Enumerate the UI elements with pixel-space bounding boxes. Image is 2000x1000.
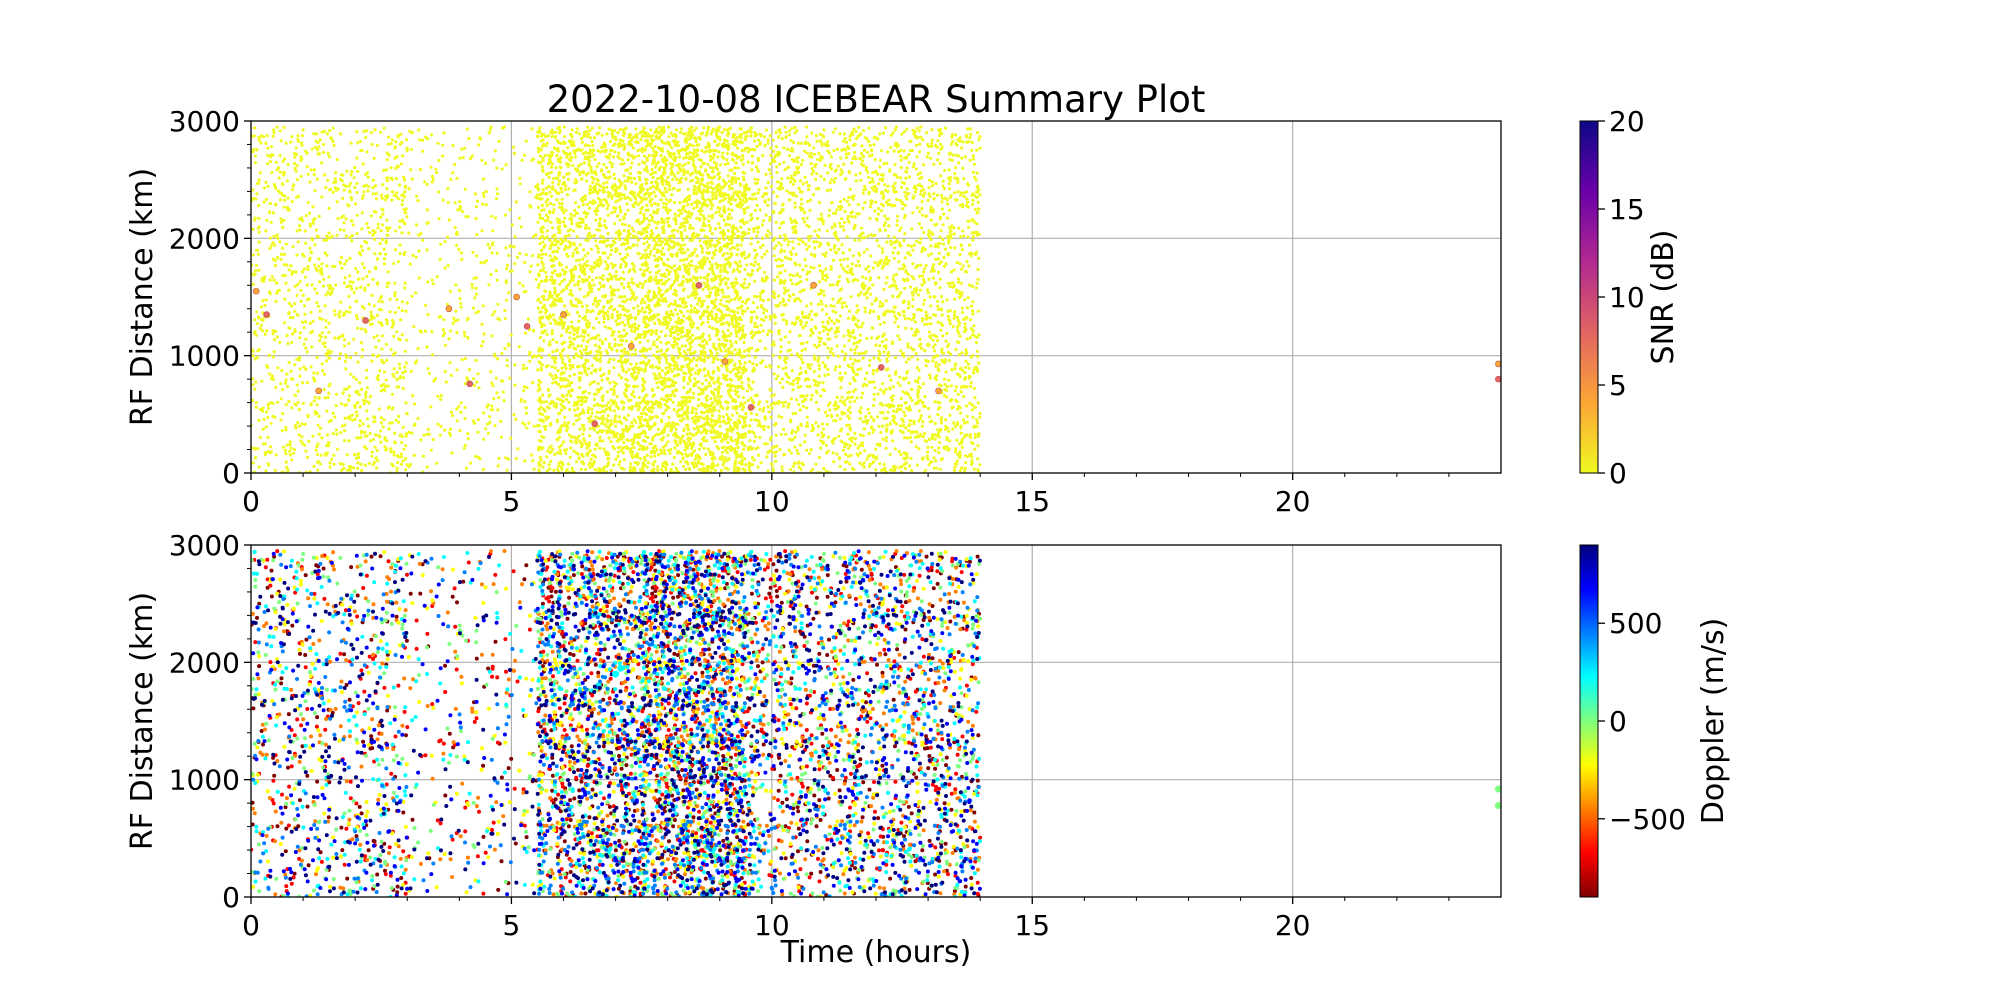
snr-panel-ylabel: RF Distance (km) — [125, 168, 160, 426]
snr-point — [722, 359, 728, 365]
x-tick-label: 5 — [503, 909, 521, 942]
x-tick-label: 15 — [1014, 909, 1050, 942]
colorbar-tick-label: 15 — [1609, 193, 1645, 226]
y-tick-label: 3000 — [169, 529, 240, 562]
snr-point — [878, 364, 884, 370]
snr-point — [363, 317, 369, 323]
snr-point — [748, 404, 754, 410]
doppler-colorbar: −500 0 500 Doppler (m/s) — [1580, 545, 1731, 897]
x-tick-label: 20 — [1275, 485, 1311, 518]
snr-panel: 0 5 10 15 20 0 1000 2000 3000 RF Distance (km) — [125, 105, 1501, 518]
colorbar-tick-label: 5 — [1609, 369, 1627, 402]
snr-point — [696, 282, 702, 288]
doppler-colorbar-ticks: −500 0 500 — [1598, 607, 1686, 836]
snr-colorbar-gradient — [1580, 121, 1598, 473]
snr-point — [936, 388, 942, 394]
snr-point — [253, 288, 259, 294]
snr-point — [264, 312, 270, 318]
snr-point — [446, 306, 452, 312]
doppler-point — [617, 665, 624, 672]
snr-scatter-cloud — [249, 125, 981, 474]
x-tick-label: 5 — [503, 485, 521, 518]
y-tick-label: 3000 — [169, 105, 240, 138]
x-tick-label: 20 — [1275, 909, 1311, 942]
x-tick-label: 0 — [242, 485, 260, 518]
y-tick-label: 0 — [222, 881, 240, 914]
colorbar-tick-label: −500 — [1609, 803, 1686, 836]
colorbar-tick-label: 0 — [1609, 457, 1627, 490]
doppler-colorbar-label: Doppler (m/s) — [1696, 618, 1731, 825]
y-tick-label: 1000 — [169, 340, 240, 373]
y-tick-label: 0 — [222, 457, 240, 490]
colorbar-tick-label: 10 — [1609, 281, 1645, 314]
y-tick-label: 2000 — [169, 646, 240, 679]
snr-point — [592, 421, 598, 427]
y-tick-label: 2000 — [169, 222, 240, 255]
colorbar-tick-label: 20 — [1609, 105, 1645, 138]
x-tick-label: 0 — [242, 909, 260, 942]
doppler-panel-ylabel: RF Distance (km) — [125, 592, 160, 850]
snr-colorbar-ticks: 0 5 10 15 20 — [1598, 105, 1645, 490]
colorbar-tick-label: 0 — [1609, 705, 1627, 738]
doppler-colorbar-gradient — [1580, 545, 1598, 897]
snr-colorbar-label: SNR (dB) — [1646, 230, 1681, 365]
snr-panel-ticks: 0 5 10 15 20 0 1000 2000 3000 — [169, 105, 1449, 518]
snr-point — [561, 312, 567, 318]
doppler-scatter-points — [249, 549, 1502, 899]
snr-point — [628, 343, 634, 349]
snr-scatter-points — [249, 125, 1501, 474]
doppler-point — [612, 671, 619, 678]
x-tick-label: 15 — [1014, 485, 1050, 518]
y-tick-label: 1000 — [169, 764, 240, 797]
chart-title: 2022-10-08 ICEBEAR Summary Plot — [547, 78, 1206, 121]
snr-point — [514, 294, 520, 300]
colorbar-tick-label: 500 — [1609, 607, 1662, 640]
time-axis-label: Time (hours) — [780, 935, 972, 970]
x-tick-label: 10 — [754, 485, 790, 518]
snr-colorbar: 0 5 10 15 20 SNR (dB) — [1580, 105, 1681, 490]
snr-point — [524, 323, 530, 329]
snr-point — [316, 388, 322, 394]
snr-point — [811, 282, 817, 288]
snr-point — [467, 381, 473, 387]
